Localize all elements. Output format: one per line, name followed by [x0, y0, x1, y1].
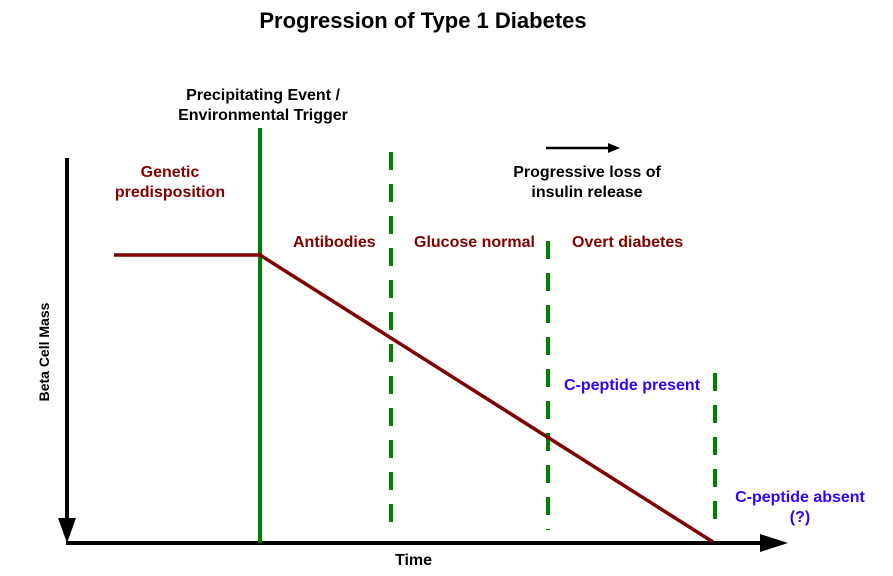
- x-axis-label: Time: [395, 552, 433, 569]
- c-peptide-absent-label: C-peptide absent (?): [730, 488, 870, 528]
- trigger-label-line-1: Precipitating Event /: [186, 87, 340, 104]
- c-peptide-absent-line-2: (?): [789, 509, 811, 526]
- trigger-label: Precipitating Event / Environmental Trig…: [178, 86, 348, 126]
- y-axis-arrowhead: [58, 518, 76, 543]
- progressive-loss-line-1: Progressive loss of: [513, 164, 661, 181]
- progressive-loss-label: Progressive loss of insulin release: [502, 163, 672, 203]
- c-peptide-absent-line-1: C-peptide absent: [735, 489, 865, 506]
- genetic-predisposition-label: Genetic predisposition: [110, 163, 230, 203]
- y-axis-label: Beta Cell Mass: [36, 302, 52, 402]
- diagram-title: Progression of Type 1 Diabetes: [259, 8, 587, 33]
- progressive-loss-line-2: insulin release: [531, 184, 643, 201]
- beta-cell-mass-line: [114, 253, 714, 544]
- trigger-label-line-2: Environmental Trigger: [178, 107, 348, 124]
- overt-diabetes-label: Overt diabetes: [572, 234, 684, 251]
- antibodies-label: Antibodies: [293, 234, 376, 251]
- genetic-label-line-2: predisposition: [114, 184, 226, 201]
- genetic-label-line-1: Genetic: [140, 164, 200, 181]
- glucose-normal-label: Glucose normal: [414, 234, 535, 251]
- x-axis-arrowhead: [760, 534, 788, 552]
- c-peptide-present-label: C-peptide present: [564, 377, 701, 394]
- progressive-loss-arrowhead: [608, 143, 620, 153]
